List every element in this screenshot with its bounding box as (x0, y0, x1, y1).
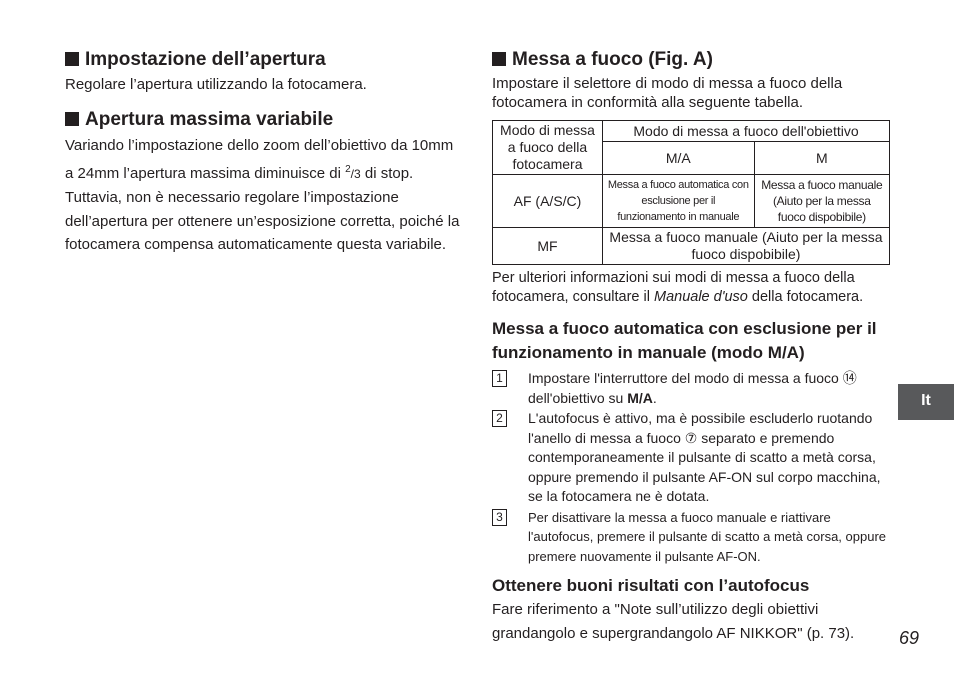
text: . (652, 389, 657, 406)
language-tab: It (898, 384, 954, 420)
table-cell: AF (A/S/C) (492, 174, 603, 228)
fraction-denominator: /3 (350, 166, 361, 181)
page-number: 69 (899, 628, 920, 648)
heading-text: Apertura massima variabile (85, 109, 334, 130)
paragraph: Fare riferimento a "Note sull’utilizzo d… (492, 601, 855, 642)
table-header: Modo di messa a fuoco della fotocamera (492, 120, 603, 175)
step-number: 2 (492, 410, 507, 427)
text: separato e premendo contemporaneamente i… (528, 429, 881, 505)
text: Impostare l'interruttore del modo di mes… (528, 370, 843, 386)
step: 2 L'autofocus è attivo, ma è possibile es… (492, 409, 887, 507)
heading-text: Messa a fuoco (Fig. A) (512, 49, 713, 70)
paragraph: Per ulteriori informazioni sui modi di m… (492, 269, 887, 307)
table-cell: Messa a fuoco manuale (Aiuto per la mess… (602, 227, 890, 265)
subheading: Ottenere buoni risultati con l’autofocus (492, 576, 810, 595)
table-cell: Messa a fuoco automatica con esclusione … (602, 174, 755, 228)
callout-number: ⑭ (842, 370, 857, 386)
text: dell'obiettivo su (528, 389, 628, 406)
step: 1 Impostare l'interruttore del modo di me… (492, 369, 887, 408)
paragraph: Impostare il selettore di modo di messa … (492, 75, 843, 111)
text: di stop. (360, 164, 414, 182)
table-cell: MF (492, 227, 603, 265)
heading-text: Impostazione dell’apertura (85, 49, 326, 70)
right-column: Messa a fuoco (Fig. A) Impostare il sele… (492, 48, 891, 646)
step: 3 Per disattivare la messa a fuoco manual… (492, 508, 887, 567)
paragraph: Regolare l’apertura utilizzando la fotoc… (65, 76, 367, 93)
table-subheader: M (753, 141, 891, 175)
paragraph: Tuttavia, non è necessario regolare l’im… (65, 189, 460, 253)
text: Per ulteriori informazioni sui modi di m… (492, 270, 855, 305)
paragraph: Variando l’impostazione dello zoom dell’… (65, 134, 460, 186)
subheading: Messa a fuoco automatica con esclusione … (492, 319, 877, 362)
text: della fotocamera. (747, 289, 864, 305)
mode-table: Modo di messa a fuoco della fotocamera Mo… (492, 120, 891, 265)
heading: Messa a fuoco (Fig. A) (492, 48, 887, 72)
heading: Impostazione dell’apertura (65, 48, 460, 72)
table-subheader: M/A (602, 141, 755, 175)
step-number: 3 (492, 508, 507, 526)
left-column: Impostazione dell’apertura Regolare l’ap… (65, 48, 460, 257)
text: Per disattivare la messa a fuoco manuale… (528, 509, 887, 564)
heading: Apertura massima variabile (65, 108, 460, 132)
text: Variando l’impostazione dello zoom dell’… (65, 137, 454, 182)
bold-text: M/A (627, 389, 653, 406)
italic-text: Manuale d'uso (654, 289, 748, 305)
step-number: 1 (492, 370, 507, 387)
table-header: Modo di messa a fuoco dell'obiettivo (602, 120, 890, 142)
fraction-numerator: 2 (345, 163, 351, 175)
callout-number: ⑦ (684, 429, 698, 446)
table-cell: Messa a fuoco manuale (Aiuto per la mess… (753, 174, 891, 228)
text: L'autofocus è attivo, ma è possibile esc… (528, 410, 873, 446)
